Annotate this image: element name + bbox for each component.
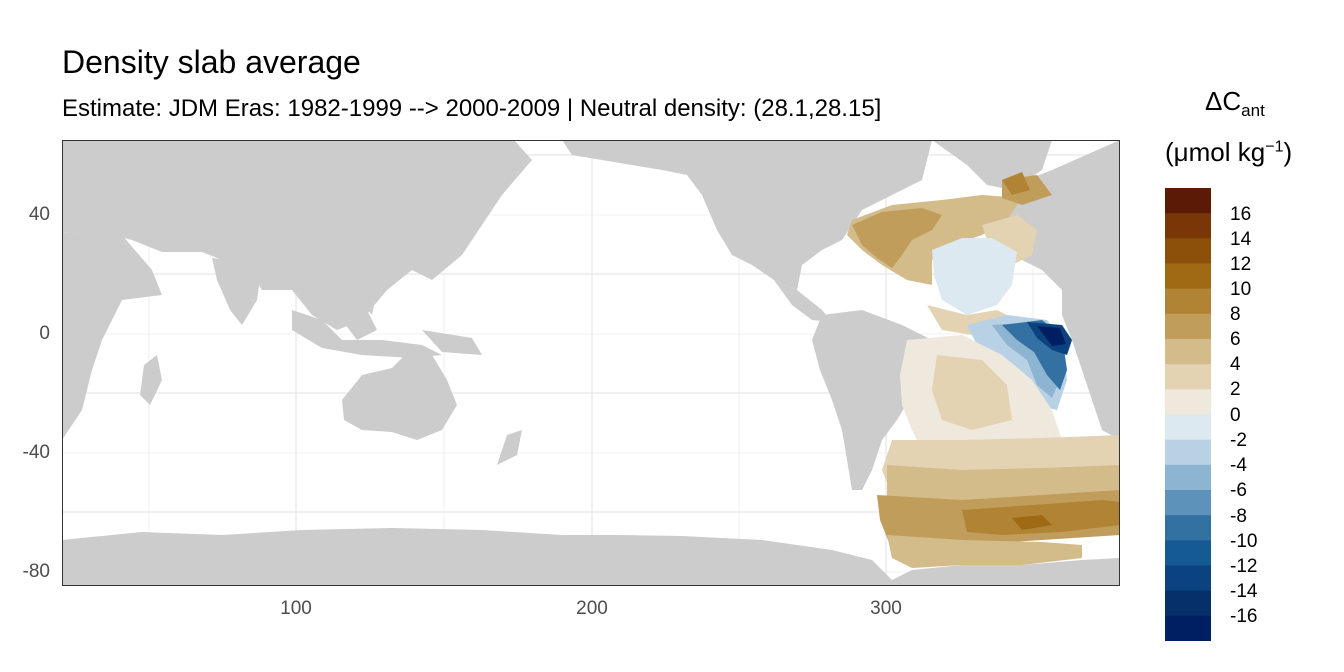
legend-unit: (μmol kg−1) <box>1165 137 1293 167</box>
legend-label: -6 <box>1230 480 1247 501</box>
new-zealand-land <box>497 430 522 465</box>
legend-color-step <box>1165 339 1211 365</box>
delta-cant-field <box>847 172 1120 568</box>
x-tick-label: 100 <box>280 598 312 619</box>
legend-color-step <box>1165 439 1211 466</box>
central-america-land <box>774 280 832 322</box>
data-region <box>932 355 1012 430</box>
legend-label: 14 <box>1230 229 1252 250</box>
legend-color-step <box>1165 389 1211 416</box>
land <box>62 140 1120 586</box>
india-land <box>212 258 262 325</box>
legend-color-step <box>1165 490 1211 516</box>
data-region <box>1012 515 1052 530</box>
legend-label: -2 <box>1230 430 1247 451</box>
japan-land <box>392 230 417 265</box>
legend-label: 0 <box>1230 405 1241 426</box>
data-region <box>1037 326 1066 346</box>
legend-color-step <box>1165 464 1211 491</box>
legend-color-step <box>1165 213 1211 239</box>
data-region <box>887 535 1082 568</box>
legend-label: 2 <box>1230 379 1241 400</box>
legend-label: 6 <box>1230 329 1241 350</box>
new-guinea-land <box>422 330 482 355</box>
x-tick-label: 200 <box>576 598 608 619</box>
legend-color-step <box>1165 414 1211 441</box>
legend-label: 10 <box>1230 279 1252 300</box>
panel-border <box>62 140 1120 586</box>
y-tick-label: -40 <box>22 442 50 463</box>
philippines-land <box>360 280 377 315</box>
legend-label: -14 <box>1230 581 1258 602</box>
legend-color-step <box>1165 540 1211 567</box>
legend-label: 4 <box>1230 354 1241 375</box>
legend-color-step <box>1165 238 1211 265</box>
legend-label: -16 <box>1230 606 1258 627</box>
north-america-land <box>562 140 932 290</box>
legend-color-step <box>1165 263 1211 290</box>
data-region <box>932 238 1017 315</box>
legend-label: 8 <box>1230 304 1241 325</box>
legend-label: -10 <box>1230 531 1258 552</box>
borneo-land <box>342 310 377 340</box>
antarctica-land <box>62 528 1120 586</box>
legend-label: 16 <box>1230 204 1252 225</box>
chart-title: Density slab average <box>62 44 361 80</box>
legend-color-step <box>1165 188 1211 214</box>
australia-land <box>342 348 457 440</box>
legend-color-step <box>1165 288 1211 315</box>
x-tick-label: 300 <box>870 598 902 619</box>
legend-color-step <box>1165 590 1211 617</box>
legend-label: -8 <box>1230 506 1247 527</box>
legend-label: -12 <box>1230 556 1258 577</box>
legend-color-step <box>1165 364 1211 390</box>
y-tick-label: -80 <box>22 561 50 582</box>
madagascar-land <box>140 355 162 405</box>
data-region <box>1002 172 1030 195</box>
legend-label: -4 <box>1230 455 1247 476</box>
legend-color-step <box>1165 515 1211 541</box>
legend-colorbar <box>1165 188 1211 641</box>
y-tick-label: 40 <box>28 204 50 225</box>
indonesia-land <box>292 310 442 358</box>
legend-color-step <box>1165 565 1211 592</box>
data-region <box>852 208 942 268</box>
y-tick-label: 0 <box>39 323 50 344</box>
africa-east-land <box>1062 280 1120 440</box>
africa-land <box>62 232 162 440</box>
eurasia-land <box>62 140 532 330</box>
legend-label: 12 <box>1230 254 1252 275</box>
map-panel <box>62 140 1120 586</box>
legend-color-step <box>1165 313 1211 340</box>
chart-subtitle: Estimate: JDM Eras: 1982-1999 --> 2000-2… <box>62 95 882 122</box>
legend-title: ΔCant <box>1205 86 1265 121</box>
legend-color-step <box>1165 615 1211 641</box>
